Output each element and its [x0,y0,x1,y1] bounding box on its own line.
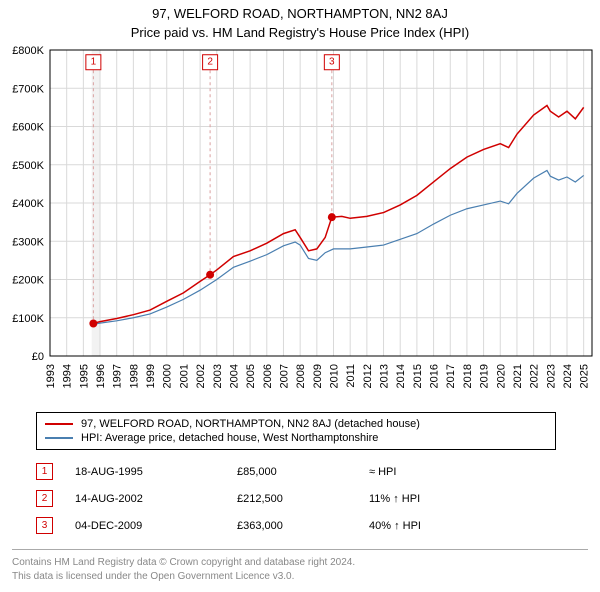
svg-text:2007: 2007 [278,364,290,388]
svg-text:£500K: £500K [12,160,44,172]
sale-date: 18-AUG-1995 [75,466,215,478]
svg-text:2023: 2023 [545,364,557,388]
svg-text:2022: 2022 [529,364,541,388]
sale-marker: 3 [36,517,53,534]
svg-text:1998: 1998 [128,364,140,388]
sale-row: 2 14-AUG-2002 £212,500 11% ↑ HPI [36,485,588,512]
svg-text:1997: 1997 [112,364,124,388]
chart-subtitle: Price paid vs. HM Land Registry's House … [0,21,600,46]
svg-text:2019: 2019 [479,364,491,388]
svg-text:2021: 2021 [512,364,524,388]
chart-legend: 97, WELFORD ROAD, NORTHAMPTON, NN2 8AJ (… [36,412,556,450]
svg-text:1995: 1995 [78,364,90,388]
svg-text:£100K: £100K [12,313,44,325]
sale-date: 04-DEC-2009 [75,520,215,532]
sale-marker: 2 [36,490,53,507]
svg-text:1994: 1994 [62,364,74,388]
sale-date: 14-AUG-2002 [75,493,215,505]
svg-text:2: 2 [207,57,213,68]
svg-text:1993: 1993 [45,364,57,388]
sale-row: 3 04-DEC-2009 £363,000 40% ↑ HPI [36,512,588,539]
svg-text:2002: 2002 [195,364,207,388]
svg-text:2018: 2018 [462,364,474,388]
legend-label: HPI: Average price, detached house, West… [81,432,378,444]
svg-text:2012: 2012 [362,364,374,388]
svg-text:2017: 2017 [445,364,457,388]
svg-text:2015: 2015 [412,364,424,388]
sale-vs-hpi: 11% ↑ HPI [369,493,420,505]
svg-text:2014: 2014 [395,364,407,388]
svg-text:£200K: £200K [12,275,44,287]
legend-swatch [45,437,73,439]
sale-row: 1 18-AUG-1995 £85,000 ≈ HPI [36,458,588,485]
svg-text:2003: 2003 [212,364,224,388]
svg-text:£300K: £300K [12,236,44,248]
svg-text:2005: 2005 [245,364,257,388]
svg-text:1: 1 [91,57,97,68]
svg-text:£400K: £400K [12,198,44,210]
svg-text:2000: 2000 [162,364,174,388]
svg-text:2010: 2010 [329,364,341,388]
svg-text:2008: 2008 [295,364,307,388]
legend-swatch [45,423,73,425]
svg-text:2004: 2004 [228,364,240,388]
sale-price: £85,000 [237,466,347,478]
sale-price: £363,000 [237,520,347,532]
sale-vs-hpi: 40% ↑ HPI [369,520,421,532]
legend-label: 97, WELFORD ROAD, NORTHAMPTON, NN2 8AJ (… [81,418,420,430]
chart-title: 97, WELFORD ROAD, NORTHAMPTON, NN2 8AJ [0,0,600,21]
svg-text:2011: 2011 [345,364,357,388]
footer-line: This data is licensed under the Open Gov… [12,570,588,584]
svg-text:£800K: £800K [12,46,44,57]
svg-text:1999: 1999 [145,364,157,388]
chart-plot: £0 £100K £200K £300K £400K £500K £600K £700K £80… [0,46,600,406]
sale-price: £212,500 [237,493,347,505]
svg-text:2013: 2013 [379,364,391,388]
svg-text:£600K: £600K [12,122,44,134]
legend-row: HPI: Average price, detached house, West… [45,431,547,445]
svg-text:2001: 2001 [178,364,190,388]
svg-text:2020: 2020 [495,364,507,388]
svg-text:2009: 2009 [312,364,324,388]
legend-row: 97, WELFORD ROAD, NORTHAMPTON, NN2 8AJ (… [45,417,547,431]
sales-table: 1 18-AUG-1995 £85,000 ≈ HPI 2 14-AUG-2002 £212… [36,458,588,539]
svg-text:£700K: £700K [12,83,44,95]
svg-text:2025: 2025 [579,364,591,388]
sale-vs-hpi: ≈ HPI [369,466,396,478]
svg-text:2006: 2006 [262,364,274,388]
chart-container: 97, WELFORD ROAD, NORTHAMPTON, NN2 8AJ P… [0,0,600,592]
svg-text:£0: £0 [32,351,44,363]
sale-marker: 1 [36,463,53,480]
svg-text:2016: 2016 [429,364,441,388]
footer-attribution: Contains HM Land Registry data © Crown c… [12,549,588,592]
svg-text:3: 3 [329,57,335,68]
footer-line: Contains HM Land Registry data © Crown c… [12,556,588,570]
svg-text:1996: 1996 [95,364,107,388]
svg-text:2024: 2024 [562,364,574,388]
